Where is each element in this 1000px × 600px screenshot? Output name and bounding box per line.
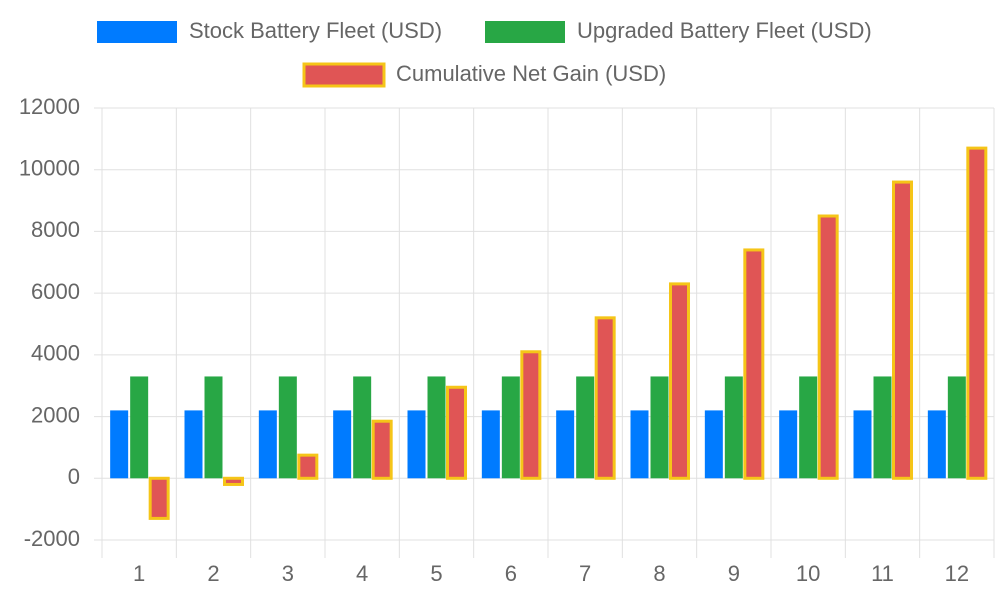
x-tick-label: 1 [133, 561, 145, 586]
x-tick-label: 12 [945, 561, 969, 586]
legend-label: Cumulative Net Gain (USD) [396, 61, 666, 86]
bar [184, 410, 203, 479]
legend-swatch [485, 21, 565, 43]
bar [892, 180, 913, 480]
bar [853, 410, 872, 479]
bar [669, 282, 690, 480]
bar [204, 376, 223, 479]
x-tick-label: 3 [282, 561, 294, 586]
bar [947, 376, 966, 479]
y-tick-label: 8000 [31, 217, 80, 242]
bar [223, 476, 244, 486]
bar [481, 410, 500, 479]
bar [556, 410, 575, 479]
bar [258, 410, 277, 479]
x-tick-label: 11 [871, 561, 894, 586]
bar [650, 376, 669, 479]
bar [427, 376, 446, 479]
y-tick-label: 12000 [19, 94, 80, 119]
y-tick-label: 0 [68, 464, 80, 489]
bar [576, 376, 595, 479]
y-tick-label: 4000 [31, 341, 80, 366]
y-tick-label: 2000 [31, 402, 80, 427]
bar [446, 385, 467, 480]
legend-swatch [97, 21, 177, 43]
bar [704, 410, 723, 479]
bar [278, 376, 297, 479]
bar [927, 410, 946, 479]
bar [724, 376, 743, 479]
x-tick-label: 4 [356, 561, 368, 586]
bar [407, 410, 426, 479]
bar [594, 316, 616, 480]
legend-label: Upgraded Battery Fleet (USD) [577, 18, 872, 43]
x-tick-label: 2 [207, 561, 219, 586]
bar [520, 350, 542, 480]
y-tick-label: -2000 [24, 526, 80, 551]
x-tick-label: 9 [728, 561, 740, 586]
bar [333, 410, 352, 479]
bar [799, 376, 818, 479]
bar [779, 410, 798, 479]
bar [966, 146, 988, 480]
x-tick-label: 10 [796, 561, 820, 586]
legend-label: Stock Battery Fleet (USD) [189, 18, 442, 43]
y-tick-label: 10000 [19, 156, 80, 181]
bar [371, 419, 393, 480]
legend-swatch [302, 62, 386, 88]
bar [110, 410, 129, 479]
bar [501, 376, 520, 479]
bar [148, 476, 170, 520]
bar [817, 214, 839, 480]
x-tick-label: 7 [579, 561, 591, 586]
bar [130, 376, 149, 479]
bar [743, 248, 765, 480]
x-tick-label: 6 [505, 561, 517, 586]
bar [297, 453, 319, 480]
bar [630, 410, 649, 479]
x-tick-label: 5 [430, 561, 442, 586]
bar [873, 376, 892, 479]
x-tick-label: 8 [653, 561, 665, 586]
bar [353, 376, 372, 479]
y-tick-label: 6000 [31, 279, 80, 304]
